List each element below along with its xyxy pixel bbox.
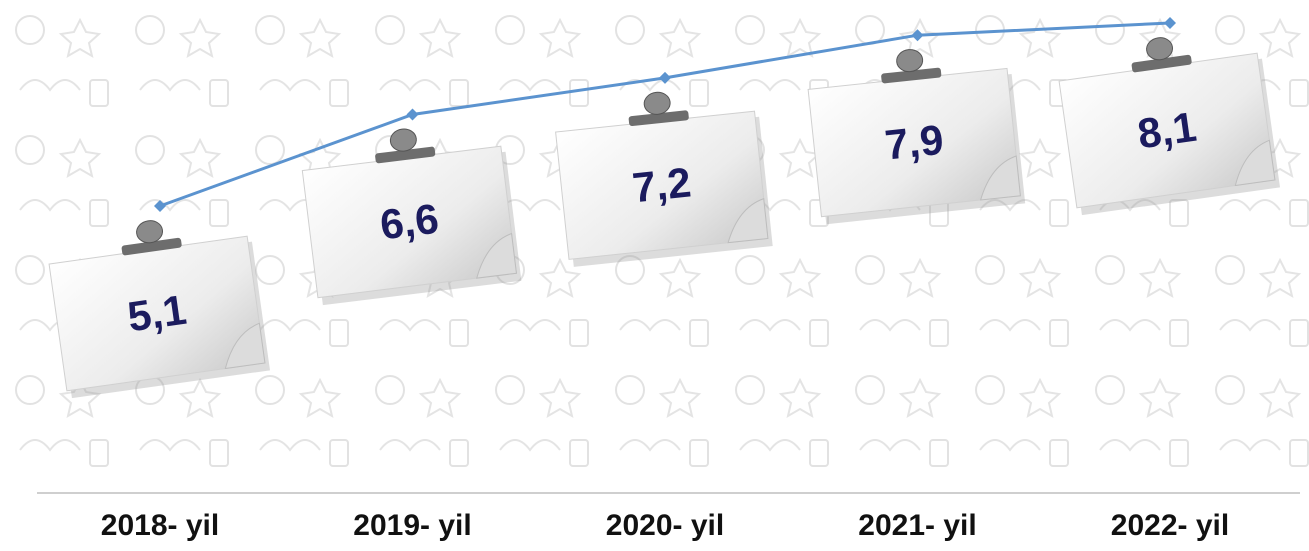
value-label: 7,9 [883,116,946,169]
clip-bar [628,110,689,127]
clip-head [1146,37,1174,61]
clip-bar [375,146,436,164]
x-tick-label: 2021- yil [858,509,976,542]
marker [911,29,924,42]
marker [154,200,166,212]
clip-head [389,128,417,152]
value-label: 8,1 [1135,103,1199,158]
note-card: 7,9 [807,49,1026,225]
clip-bar [881,67,942,84]
note-card: 7,2 [555,91,773,267]
note-card: 8,1 [1058,37,1281,216]
card-curl [1234,139,1276,187]
value-label: 7,2 [630,158,693,211]
card-curl [979,155,1021,201]
clip-head [896,49,924,73]
clip-bar [121,237,182,256]
clip-bar [1131,54,1192,73]
marker [406,108,419,121]
clip-head [136,220,164,244]
marker [1164,17,1176,29]
clip-head [643,91,671,115]
value-label: 5,1 [125,286,189,341]
x-tick-label: 2022- yil [1111,509,1229,542]
x-tick-label: 2020- yil [606,509,724,542]
card-curl [727,198,769,244]
card-curl [224,322,266,370]
value-label: 6,6 [377,195,441,249]
card-curl [476,232,517,279]
note-card: 6,6 [301,128,522,306]
x-tick-label: 2018- yil [101,509,219,542]
note-card: 5,1 [48,220,271,399]
marker [659,71,671,84]
x-tick-label: 2019- yil [353,509,471,542]
